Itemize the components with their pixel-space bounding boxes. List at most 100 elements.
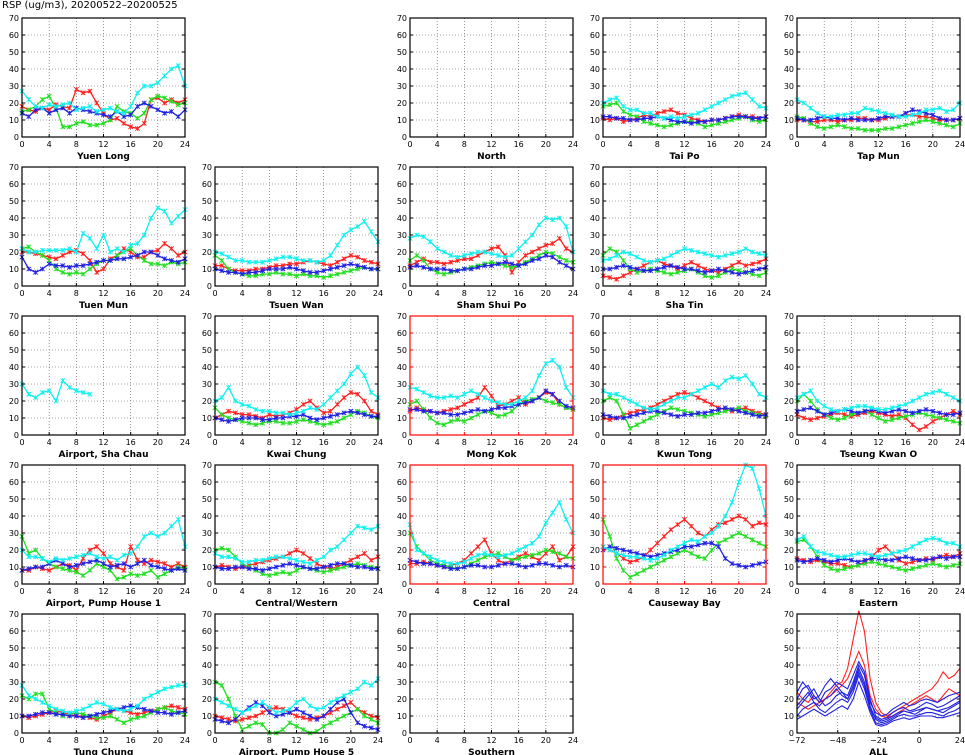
data-point (536, 246, 542, 252)
data-point (448, 412, 454, 418)
data-point (94, 711, 100, 717)
panel-title: Eastern (859, 599, 898, 609)
y-tick-label: 30 (9, 231, 19, 240)
data-point (801, 100, 807, 106)
data-point (715, 266, 721, 272)
data-point (121, 561, 127, 567)
x-tick-label: 4 (822, 587, 827, 596)
data-point (39, 266, 45, 272)
data-point (848, 405, 854, 411)
data-point (736, 376, 742, 382)
x-tick-label: 8 (267, 289, 272, 298)
x-tick-label: −72 (789, 736, 806, 745)
data-point (722, 268, 728, 274)
data-point (756, 486, 762, 492)
x-tick-label: 24 (180, 289, 190, 298)
data-point (661, 410, 667, 416)
x-tick-label: 8 (462, 587, 467, 596)
data-point (675, 413, 681, 419)
data-point (743, 263, 749, 269)
data-point (293, 723, 300, 729)
data-point (273, 256, 279, 262)
data-point (488, 398, 495, 404)
data-point (688, 537, 694, 543)
data-point (307, 269, 313, 275)
data-point (475, 552, 481, 558)
data-point (39, 252, 45, 258)
y-tick-label: 20 (202, 695, 212, 704)
y-tick-label: 30 (590, 380, 600, 389)
y-tick-label: 30 (9, 678, 19, 687)
data-point (903, 413, 909, 419)
data-point (743, 114, 749, 120)
data-point (114, 103, 120, 109)
data-point (903, 554, 909, 560)
data-point (654, 257, 660, 264)
x-tick-label: 20 (541, 736, 551, 745)
data-point (923, 557, 929, 563)
data-point (516, 562, 522, 568)
data-point (648, 120, 654, 126)
data-point (293, 562, 300, 568)
data-point (114, 115, 120, 121)
data-point (33, 554, 39, 560)
y-tick-label: 40 (202, 214, 212, 223)
data-point (266, 710, 272, 716)
data-point (702, 124, 708, 130)
data-point (334, 566, 340, 572)
y-tick-label: 0 (14, 282, 19, 291)
data-point (239, 710, 245, 716)
data-point (695, 395, 701, 401)
data-point (80, 230, 86, 236)
data-point (168, 684, 174, 690)
x-tick-label: 8 (655, 289, 660, 298)
panel-title: Tap Mun (857, 152, 899, 162)
data-point (175, 710, 181, 716)
data-point (756, 540, 762, 546)
data-point (675, 544, 681, 550)
data-point (681, 540, 688, 546)
y-tick-label: 60 (9, 627, 19, 636)
data-point (736, 271, 742, 277)
data-point (260, 567, 266, 573)
data-point (695, 263, 701, 269)
data-point (516, 555, 522, 562)
data-point (903, 567, 909, 573)
data-point (869, 412, 875, 418)
y-tick-label: 60 (784, 478, 794, 487)
data-point (239, 257, 245, 264)
y-tick-label: 0 (402, 282, 407, 291)
data-point (522, 564, 528, 570)
data-point (73, 388, 79, 394)
data-point (293, 256, 300, 262)
y-tick-label: 50 (202, 197, 212, 206)
data-point (869, 405, 875, 411)
data-point (550, 544, 556, 550)
panel-title: Kwai Chung (267, 450, 327, 460)
data-point (614, 115, 620, 121)
y-tick-label: 20 (9, 397, 19, 406)
data-point (260, 268, 266, 274)
data-point (307, 566, 313, 572)
data-point (950, 117, 956, 123)
data-point (661, 115, 667, 121)
data-point (641, 110, 647, 116)
data-point (226, 547, 232, 553)
data-point (162, 95, 168, 101)
data-point (80, 572, 86, 579)
y-tick-label: 60 (784, 329, 794, 338)
data-point (488, 564, 495, 570)
data-point (46, 703, 52, 709)
data-point (168, 257, 174, 264)
data-point (226, 703, 232, 709)
data-point (355, 364, 361, 370)
y-tick-label: 30 (397, 678, 407, 687)
data-point (175, 252, 181, 258)
y-tick-label: 60 (9, 478, 19, 487)
data-point (882, 418, 888, 424)
x-tick-label: 16 (707, 438, 717, 447)
data-point (620, 103, 626, 109)
data-point (736, 114, 742, 120)
data-point (743, 410, 749, 416)
